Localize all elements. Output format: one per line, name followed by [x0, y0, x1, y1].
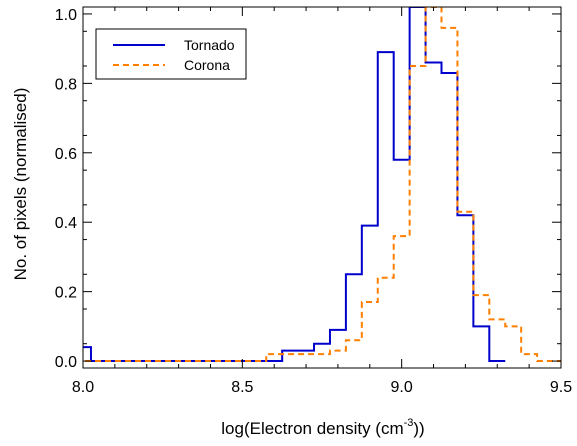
x-tick-label: 8.5	[231, 379, 253, 396]
legend: Tornado Corona	[95, 28, 247, 80]
y-tick-label: 0.8	[55, 76, 77, 93]
axes-frame	[82, 6, 562, 369]
plot-area	[83, 7, 561, 363]
y-axis-label: No. of pixels (normalised)	[11, 88, 30, 281]
series-line-corona	[83, 7, 561, 363]
y-tick-label: 0.4	[55, 215, 77, 232]
y-tick-label: 0.0	[55, 354, 77, 371]
x-tick-label: 8.0	[72, 379, 94, 396]
axis-ticks: 8.0 8.5 9.0 9.5 0.0 0.2 0.4 0.6 0.8 1.0	[55, 7, 572, 396]
legend-label-tornado: Tornado	[184, 37, 235, 53]
x-tick-label: 9.0	[391, 379, 413, 396]
legend-box	[95, 28, 247, 80]
x-tick-label: 9.5	[550, 379, 572, 396]
y-tick-label: 0.2	[55, 285, 77, 302]
x-axis-label-main: log(Electron density (cm	[221, 419, 403, 438]
legend-label-corona: Corona	[184, 57, 230, 73]
y-tick-label: 1.0	[55, 7, 77, 24]
plot-frame	[82, 6, 562, 369]
x-axis-label-superscript: -3	[404, 417, 414, 429]
x-axis-label-end: ))	[413, 419, 424, 438]
y-tick-label: 0.6	[55, 146, 77, 163]
x-axis-label: log(Electron density (cm-3))	[221, 417, 424, 438]
